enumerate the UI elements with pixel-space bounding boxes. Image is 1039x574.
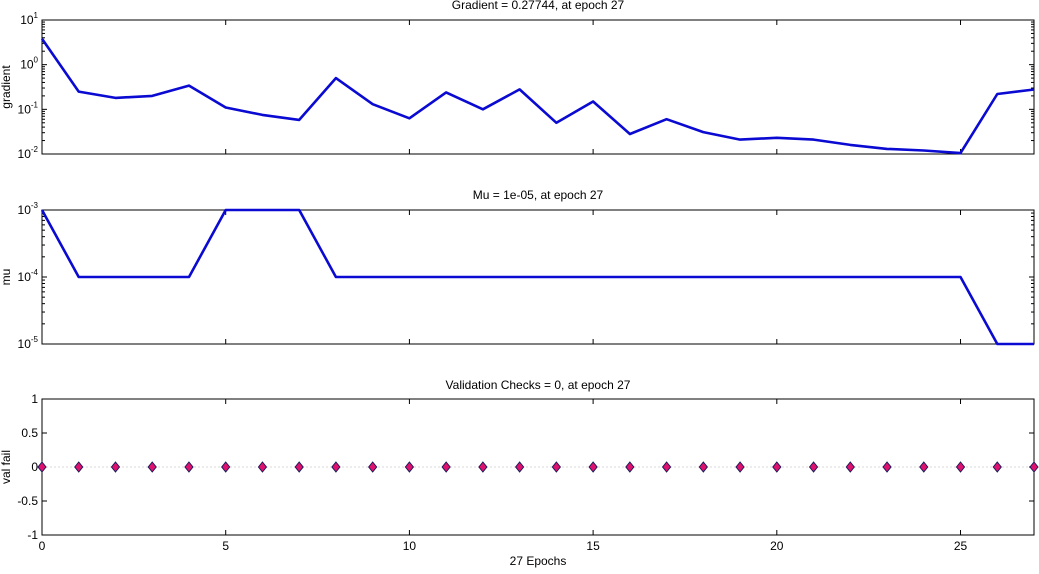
validation-point	[221, 461, 231, 473]
validation-point	[808, 461, 819, 473]
validation-point	[257, 461, 268, 473]
validation-xtick-label: 10	[403, 539, 417, 553]
validation-point	[294, 461, 304, 473]
validation-xtick-label: 25	[954, 539, 968, 553]
epochs-xlabel: 27 Epochs	[510, 554, 567, 568]
validation-xtick-label: 5	[222, 539, 229, 553]
gradient-axes-box	[41, 19, 1035, 155]
gradient-ytick-label: 101	[20, 11, 38, 27]
validation-point	[368, 461, 378, 473]
mu-ytick-label: 10-4	[18, 268, 39, 284]
validation-point	[147, 461, 157, 473]
validation-point	[955, 461, 966, 473]
validation-point	[478, 461, 488, 473]
validation-point	[551, 461, 562, 473]
validation-point	[661, 461, 672, 473]
mu-panel: Mu = 1e-05, at epoch 27 mu 10-5 10-4 10-3	[0, 188, 1035, 351]
validation-point	[441, 461, 451, 473]
gradient-panel: Gradient = 0.27744, at epoch 27 gradient…	[0, 0, 1035, 161]
gradient-ytick-label: 10-1	[18, 100, 39, 116]
validation-point	[735, 461, 745, 473]
validation-point	[919, 461, 929, 473]
mu-title: Mu = 1e-05, at epoch 27	[473, 188, 604, 202]
validation-xtick-label: 15	[586, 539, 600, 553]
validation-ytick-label: 1	[31, 392, 38, 406]
validation-ytick-label: -0.5	[17, 494, 38, 508]
validation-point	[845, 461, 855, 473]
validation-panel: Validation Checks = 0, at epoch 27 val f…	[0, 378, 1039, 568]
validation-xtick-label: 0	[39, 539, 46, 553]
validation-xtick-label: 20	[770, 539, 784, 553]
mu-series-line	[40, 208, 1034, 346]
validation-point	[110, 461, 121, 473]
validation-point	[514, 461, 525, 473]
gradient-ytick-label: 100	[20, 56, 38, 72]
validation-point	[331, 461, 341, 473]
validation-point	[625, 461, 635, 473]
validation-point	[184, 461, 194, 473]
validation-ytick-label: 0	[31, 460, 38, 474]
validation-point	[772, 461, 782, 473]
gradient-series-line	[40, 38, 1035, 155]
gradient-ytick-label: 10-2	[18, 145, 39, 161]
validation-ytick-label: 0.5	[21, 426, 38, 440]
validation-ytick-label: -1	[27, 528, 38, 542]
validation-title: Validation Checks = 0, at epoch 27	[446, 378, 631, 392]
validation-ylabel: val fail	[0, 450, 13, 484]
validation-point	[882, 461, 892, 473]
gradient-title: Gradient = 0.27744, at epoch 27	[452, 0, 625, 12]
validation-point	[992, 461, 1002, 473]
validation-point	[588, 461, 598, 473]
mu-ytick-label: 10-3	[18, 201, 39, 217]
mu-ytick-label: 10-5	[18, 335, 39, 351]
validation-point	[404, 461, 415, 473]
validation-point	[698, 461, 708, 473]
mu-ylabel: mu	[0, 269, 13, 286]
validation-point	[1029, 461, 1039, 473]
validation-point	[37, 461, 47, 473]
validation-point	[74, 461, 84, 473]
gradient-ylabel: gradient	[0, 65, 13, 109]
